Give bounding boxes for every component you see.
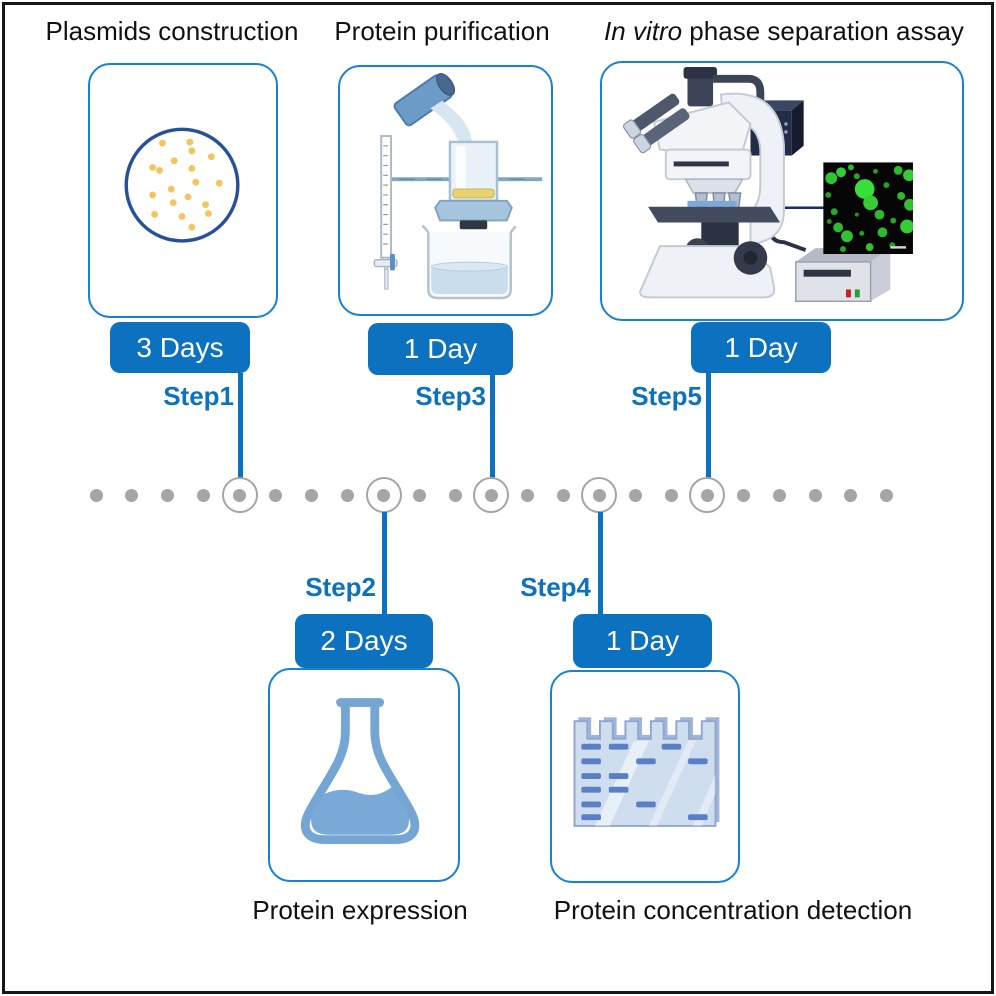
timeline-dot bbox=[377, 488, 391, 502]
step5-label: Step5 bbox=[631, 381, 702, 411]
timeline-dot bbox=[305, 488, 319, 502]
electrophoresis-gel-icon bbox=[573, 717, 720, 827]
timeline-dot bbox=[161, 488, 175, 502]
scale-bar bbox=[890, 246, 907, 249]
timeline-dot bbox=[736, 488, 750, 502]
panel-title-expression: Protein expression bbox=[252, 895, 468, 925]
timeline-dot bbox=[233, 488, 247, 502]
timeline-dot bbox=[772, 488, 786, 502]
timeline-dot bbox=[484, 488, 498, 502]
card-purification bbox=[338, 65, 553, 316]
panel-title-assay-italic: In vitro bbox=[604, 16, 683, 46]
connector-step2 bbox=[382, 512, 387, 614]
card-assay bbox=[600, 61, 964, 321]
timeline-dot bbox=[844, 488, 858, 502]
timeline-dot bbox=[664, 488, 678, 502]
step4-label: Step4 bbox=[520, 572, 591, 602]
duration-badge-step1: 3 Days bbox=[110, 322, 250, 373]
timeline-dot bbox=[89, 488, 103, 502]
timeline-dot bbox=[413, 488, 427, 502]
duration-badge-step5: 1 Day bbox=[691, 322, 831, 373]
panel-title-assay-rest: phase separation assay bbox=[682, 16, 964, 46]
duration-badge-step2: 2 Days bbox=[295, 614, 433, 668]
card-expression bbox=[268, 668, 460, 882]
timeline-dot bbox=[341, 488, 355, 502]
timeline-dot bbox=[197, 488, 211, 502]
timeline-dot bbox=[808, 488, 822, 502]
timeline-dot bbox=[269, 488, 283, 502]
fluorescence-image bbox=[823, 162, 913, 255]
timeline-dot bbox=[880, 488, 894, 502]
timeline-dot bbox=[520, 488, 534, 502]
connector-step4 bbox=[598, 512, 603, 614]
column-filtration-beaker-icon bbox=[373, 73, 543, 300]
step3-label: Step3 bbox=[415, 381, 486, 411]
petri-dish-colonies-icon bbox=[124, 127, 240, 243]
duration-badge-step3: 1 Day bbox=[368, 323, 513, 375]
card-plasmids bbox=[88, 63, 278, 318]
connector-step1 bbox=[238, 373, 243, 478]
panel-title-detection: Protein concentration detection bbox=[553, 895, 913, 925]
panel-title-purification: Protein purification bbox=[334, 16, 550, 46]
connector-step3 bbox=[490, 375, 495, 478]
panel-title-plasmids: Plasmids construction bbox=[45, 16, 299, 46]
fluorescence-microscope-icon bbox=[622, 66, 913, 303]
timeline-dot bbox=[556, 488, 570, 502]
timeline-dot bbox=[592, 488, 606, 502]
timeline-dot bbox=[700, 488, 714, 502]
card-detection bbox=[550, 670, 740, 883]
erlenmeyer-flask-icon bbox=[300, 698, 420, 845]
timeline-dot bbox=[125, 488, 139, 502]
step2-label: Step2 bbox=[305, 572, 376, 602]
timeline-dot bbox=[449, 488, 462, 502]
timeline-dot bbox=[628, 488, 642, 502]
step1-label: Step1 bbox=[163, 381, 234, 411]
duration-badge-step4: 1 Day bbox=[573, 614, 712, 668]
connector-step5 bbox=[706, 373, 711, 478]
timeline-step-ring bbox=[689, 477, 726, 513]
panel-title-assay: In vitro phase separation assay bbox=[604, 16, 964, 46]
